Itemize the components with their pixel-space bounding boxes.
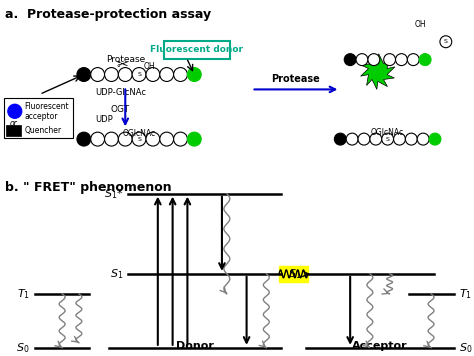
Circle shape [417, 133, 429, 145]
Circle shape [105, 132, 118, 146]
Circle shape [358, 133, 370, 145]
Circle shape [146, 68, 160, 82]
Text: $S_1$: $S_1$ [288, 267, 301, 281]
Text: $S_1$: $S_1$ [110, 267, 123, 281]
Text: Protease: Protease [106, 55, 145, 64]
Circle shape [132, 132, 146, 146]
Text: S: S [444, 39, 448, 44]
Circle shape [187, 132, 201, 146]
FancyBboxPatch shape [4, 98, 73, 138]
Circle shape [429, 133, 441, 145]
Text: Donor: Donor [176, 341, 214, 351]
Circle shape [346, 133, 358, 145]
Circle shape [91, 68, 105, 82]
Circle shape [146, 132, 160, 146]
Circle shape [405, 133, 417, 145]
Circle shape [187, 68, 201, 82]
Circle shape [91, 132, 105, 146]
Circle shape [393, 133, 405, 145]
Text: $S_0$: $S_0$ [459, 341, 472, 355]
Circle shape [356, 54, 368, 66]
Text: S: S [137, 137, 141, 142]
Text: Fluorescent donor: Fluorescent donor [150, 45, 243, 54]
Text: or: or [10, 119, 18, 128]
Text: OH: OH [414, 20, 426, 29]
Circle shape [173, 132, 187, 146]
Text: Protease: Protease [272, 74, 320, 84]
Text: S: S [137, 72, 141, 77]
Circle shape [383, 54, 395, 66]
Circle shape [8, 104, 22, 118]
Circle shape [160, 68, 173, 82]
FancyBboxPatch shape [7, 125, 21, 136]
Circle shape [334, 133, 346, 145]
Text: UDP-GlcNAc: UDP-GlcNAc [96, 88, 146, 97]
Text: Quencher: Quencher [25, 126, 62, 135]
Circle shape [118, 132, 132, 146]
Circle shape [105, 68, 118, 82]
Text: $S_0$: $S_0$ [16, 341, 29, 355]
Text: OGlcNAc: OGlcNAc [371, 128, 404, 137]
Circle shape [370, 133, 382, 145]
Text: Acceptor: Acceptor [352, 341, 408, 351]
Circle shape [419, 54, 431, 66]
Circle shape [368, 54, 380, 66]
Circle shape [118, 68, 132, 82]
Text: a.  Protease-protection assay: a. Protease-protection assay [5, 8, 211, 21]
Circle shape [77, 132, 91, 146]
Circle shape [440, 36, 452, 48]
Text: OGT: OGT [110, 105, 129, 114]
Circle shape [132, 68, 146, 82]
FancyBboxPatch shape [164, 41, 230, 59]
Text: S: S [386, 137, 390, 142]
Text: Fluorescent
acceptor: Fluorescent acceptor [25, 101, 69, 121]
Circle shape [395, 54, 407, 66]
Circle shape [77, 68, 91, 82]
Text: OGlcNAc: OGlcNAc [122, 129, 155, 138]
Polygon shape [361, 54, 395, 89]
Circle shape [160, 132, 173, 146]
Text: $T_1$: $T_1$ [459, 287, 472, 301]
Circle shape [344, 54, 356, 66]
Text: OH: OH [144, 62, 155, 71]
Text: $T_1$: $T_1$ [17, 287, 29, 301]
Circle shape [407, 54, 419, 66]
Text: ✂: ✂ [117, 58, 128, 72]
Text: UDP: UDP [96, 115, 113, 124]
Text: b. " FRET" phenomenon: b. " FRET" phenomenon [5, 181, 172, 194]
Circle shape [173, 68, 187, 82]
Circle shape [382, 133, 393, 145]
Text: $S_1$*: $S_1$* [104, 187, 123, 201]
